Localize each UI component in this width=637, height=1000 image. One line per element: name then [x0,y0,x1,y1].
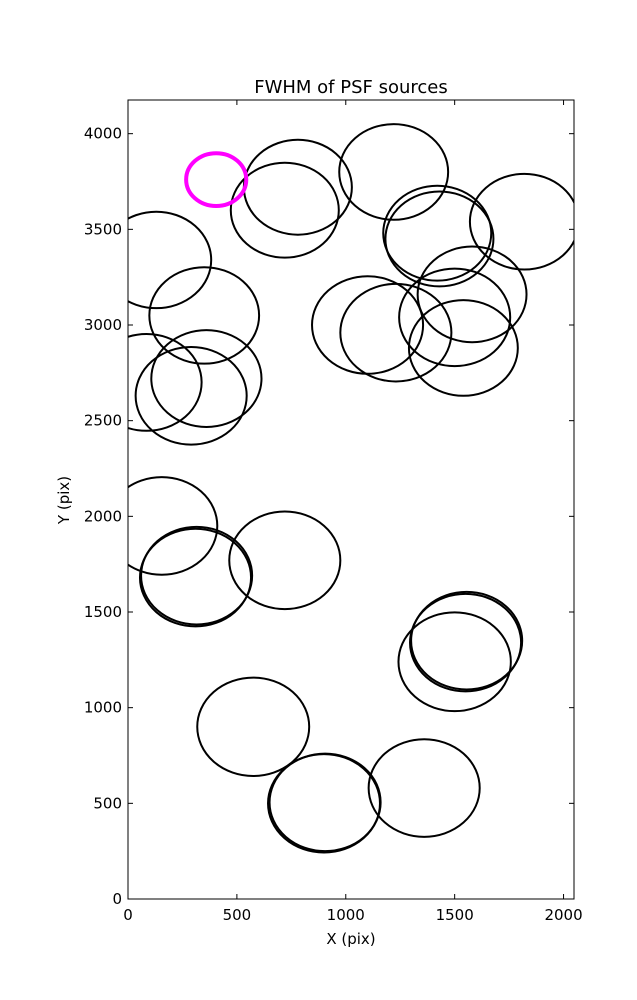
psf-circle [468,172,574,271]
x-tick-label: 1000 [327,906,365,924]
psf-circle [416,245,528,344]
psf-circle [338,123,450,221]
psf-circle [384,190,495,288]
psf-circle [140,525,254,626]
y-tick-label: 2500 [84,412,122,430]
x-axis-label: X (pix) [326,930,375,948]
psf-circle [367,738,481,838]
psf-circle [339,282,453,383]
psf-circle [410,590,524,691]
psf-circle [228,510,342,611]
x-tick-label: 0 [123,906,133,924]
x-tick-label: 2000 [544,906,582,924]
highlighted-psf-circle [184,151,249,208]
y-tick-label: 3000 [84,316,122,334]
y-tick-label: 1000 [84,699,122,717]
psf-circle [397,611,512,713]
y-tick-label: 0 [112,890,122,908]
x-tick-label: 1500 [436,906,474,924]
x-axis: 0 500 1000 1500 2000 [123,100,583,924]
plot-frame [127,99,575,900]
y-tick-label: 4000 [84,125,122,143]
psf-circle [407,299,519,397]
y-tick-label: 1500 [84,603,122,621]
y-axis-label: Y (pix) [55,476,73,525]
y-tick-label: 3500 [84,220,122,238]
psf-circle [242,138,353,236]
psf-circle [382,184,493,282]
psf-circle [398,267,512,368]
psf-circle [268,752,382,853]
psf-circle [138,527,253,628]
y-tick-label: 2000 [84,507,122,525]
psf-circle [128,333,203,432]
psf-circles [128,123,574,854]
x-tick-label: 500 [223,906,252,924]
psf-circle [409,592,523,693]
psf-circle [128,476,219,576]
psf-circle [229,161,340,259]
psf-circle [134,346,248,446]
chart-title: FWHM of PSF sources [254,77,448,98]
psf-circle [128,210,213,310]
psf-circle [148,266,261,365]
psf-circle [196,676,311,777]
y-axis: 0 500 1000 1500 2000 2500 3000 3500 4000 [84,125,574,908]
psf-circle [150,329,263,428]
y-tick-label: 500 [93,794,122,812]
